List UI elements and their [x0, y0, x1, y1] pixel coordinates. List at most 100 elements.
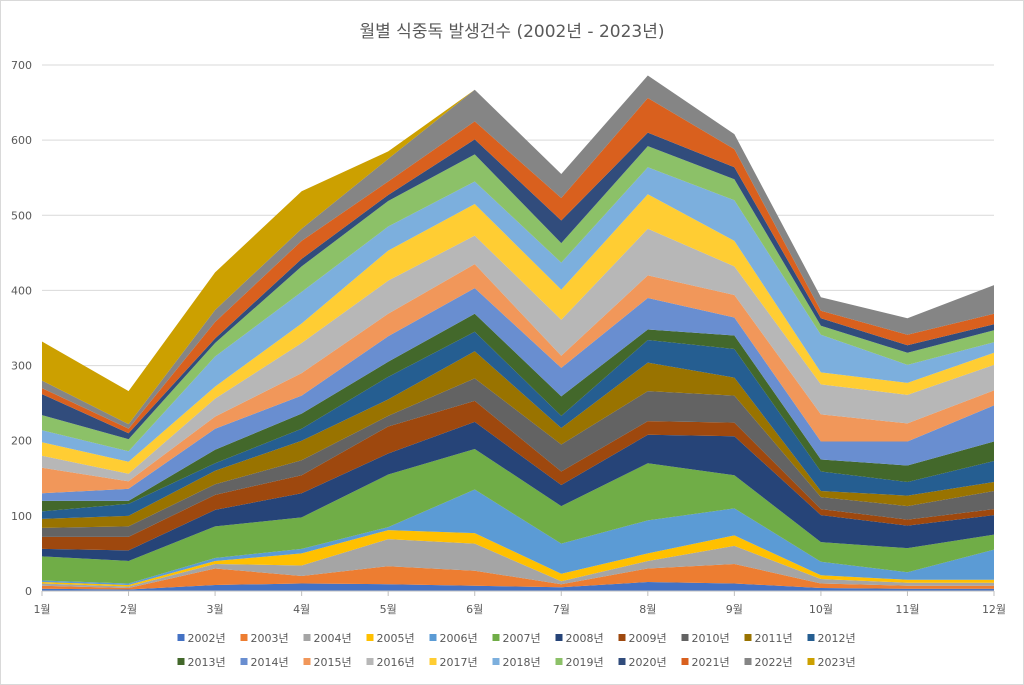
area-series-2003년: [42, 563, 994, 590]
legend-item: 2017년: [429, 656, 478, 669]
legend-swatch: [492, 634, 500, 641]
legend-label: 2006년: [440, 632, 478, 645]
legend-item: 2010년: [681, 632, 730, 645]
legend-label: 2012년: [818, 632, 856, 645]
legend-swatch: [429, 634, 437, 641]
area-series-2005년: [42, 530, 994, 587]
area-series-2014년: [42, 288, 994, 501]
area-series-2008년: [42, 421, 994, 561]
legend-item: 2021년: [681, 656, 730, 669]
x-tick-label: 4월: [293, 603, 310, 616]
axes: 0 100 200 300 400 500 600 700 1월 2월 3월 4월 5월 6월 7월 8월 9월…: [11, 59, 1006, 616]
legend-label: 2011년: [755, 632, 793, 645]
area-series-2017년: [42, 194, 994, 474]
legend-swatch: [366, 658, 374, 665]
chart-title: 월별 식중독 발생건수 (2002년 - 2023년): [360, 22, 665, 42]
legend-label: 2023년: [818, 656, 856, 669]
x-tick-label: 11월: [895, 603, 919, 616]
area-series-2023년: [42, 89, 475, 425]
legend-item: 2013년: [177, 656, 226, 669]
legend-item: 2020년: [618, 656, 667, 669]
legend-item: 2014년: [240, 656, 289, 669]
area-series-2018년: [42, 167, 994, 462]
y-tick-label: 700: [11, 59, 32, 72]
area-series-2009년: [42, 400, 994, 551]
y-tick-label: 600: [11, 134, 32, 147]
legend-item: 2019년: [555, 656, 604, 669]
y-tick-label: 0: [25, 585, 32, 598]
legend-item: 2005년: [366, 632, 415, 645]
legend-swatch: [240, 658, 248, 665]
legend-label: 2015년: [314, 656, 352, 669]
area-series-2021년: [42, 98, 994, 434]
legend-swatch: [177, 634, 185, 641]
legend-label: 2016년: [377, 656, 415, 669]
x-tick-label: 3월: [207, 603, 224, 616]
legend-item: 2007년: [492, 632, 541, 645]
legend-label: 2020년: [629, 656, 667, 669]
legend-item: 2016년: [366, 656, 415, 669]
legend-swatch: [492, 658, 500, 665]
legend-swatch: [366, 634, 374, 641]
legend-item: 2022년: [744, 656, 793, 669]
legend-label: 2004년: [314, 632, 352, 645]
y-tick-label: 400: [11, 284, 32, 297]
area-series-group: [42, 75, 994, 591]
x-tick-label: 1월: [33, 603, 50, 616]
legend-label: 2018년: [503, 656, 541, 669]
legend-swatch: [177, 658, 185, 665]
legend-swatch: [303, 634, 311, 641]
legend-item: 2004년: [303, 632, 352, 645]
area-series-2020년: [42, 132, 994, 440]
legend-swatch: [744, 658, 752, 665]
legend-swatch: [618, 658, 626, 665]
y-tick-label: 300: [11, 360, 32, 373]
y-tick-label: 500: [11, 209, 32, 222]
area-series-2019년: [42, 146, 994, 452]
legend-label: 2010년: [692, 632, 730, 645]
legend-swatch: [303, 658, 311, 665]
legend-item: 2015년: [303, 656, 352, 669]
legend-item: 2009년: [618, 632, 667, 645]
x-tick-label: 6월: [466, 603, 483, 616]
legend-label: 2003년: [251, 632, 289, 645]
legend-swatch: [555, 634, 563, 641]
legend: 2002년 2003년 2004년 2005년 2006년 2007년 2008년 2009년…: [177, 632, 856, 669]
legend-swatch: [744, 634, 752, 641]
legend-label: 2009년: [629, 632, 667, 645]
legend-item: 2012년: [807, 632, 856, 645]
legend-label: 2008년: [566, 632, 604, 645]
area-series-2004년: [42, 539, 994, 588]
legend-item: 2008년: [555, 632, 604, 645]
x-tick-label: 12월: [982, 603, 1006, 616]
x-tick-label: 7월: [553, 603, 570, 616]
legend-label: 2022년: [755, 656, 793, 669]
legend-swatch: [240, 634, 248, 641]
legend-label: 2002년: [188, 632, 226, 645]
legend-swatch: [618, 634, 626, 641]
area-series-2006년: [42, 489, 994, 585]
legend-item: 2006년: [429, 632, 478, 645]
legend-item: 2002년: [177, 632, 226, 645]
legend-label: 2017년: [440, 656, 478, 669]
x-tick-label: 5월: [380, 603, 397, 616]
x-tick-label: 10월: [809, 603, 833, 616]
x-tick-label: 8월: [639, 603, 656, 616]
legend-swatch: [555, 658, 563, 665]
legend-label: 2019년: [566, 656, 604, 669]
area-series-2007년: [42, 448, 994, 584]
y-tick-label: 100: [11, 510, 32, 523]
legend-swatch: [429, 658, 437, 665]
x-tick-label: 9월: [726, 603, 743, 616]
legend-item: 2011년: [744, 632, 793, 645]
legend-label: 2014년: [251, 656, 289, 669]
legend-item: 2023년: [807, 656, 856, 669]
legend-label: 2005년: [377, 632, 415, 645]
area-series-2016년: [42, 228, 994, 482]
legend-swatch: [807, 658, 815, 665]
legend-swatch: [807, 634, 815, 641]
legend-label: 2021년: [692, 656, 730, 669]
x-tick-label: 2월: [120, 603, 137, 616]
area-series-2002년: [42, 581, 994, 591]
